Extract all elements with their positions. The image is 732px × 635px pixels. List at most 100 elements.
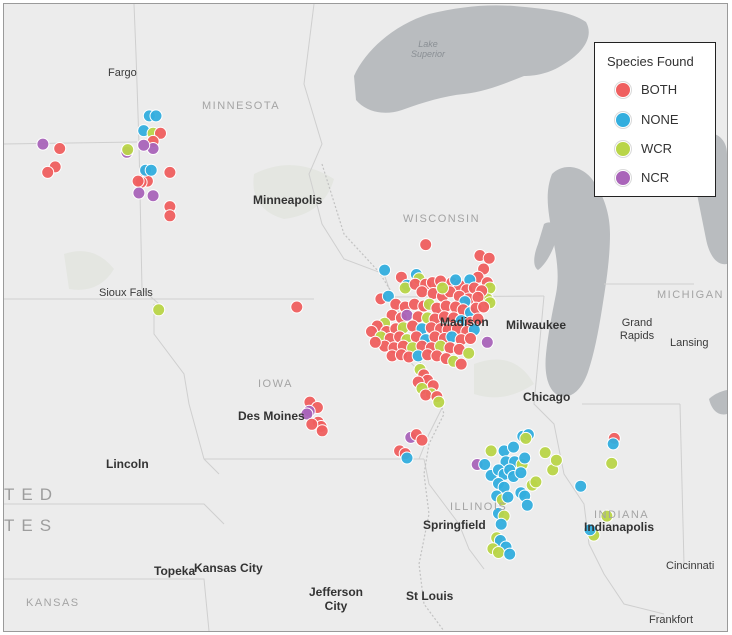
state-label-kansas: KANSAS — [26, 597, 80, 609]
point-wcr[interactable] — [529, 475, 543, 489]
point-both[interactable] — [415, 433, 429, 447]
point-wcr[interactable] — [462, 346, 476, 360]
state-label-michigan: MICHIGAN — [657, 289, 724, 301]
city-label-kansas-city: Kansas City — [194, 561, 263, 575]
city-label-madison: Madison — [440, 315, 489, 329]
point-none[interactable] — [501, 490, 515, 504]
legend-label-ncr: NCR — [641, 170, 670, 185]
legend: Species Found BOTH NONE WCR NCR — [594, 42, 716, 197]
legend-swatch-both — [615, 82, 631, 98]
city-label-sioux-falls: Sioux Falls — [99, 287, 153, 299]
point-wcr[interactable] — [605, 456, 619, 470]
legend-swatch-ncr — [615, 170, 631, 186]
point-none[interactable] — [494, 517, 508, 531]
point-wcr[interactable] — [152, 303, 166, 317]
legend-label-none: NONE — [641, 112, 679, 127]
point-both[interactable] — [419, 238, 433, 252]
point-both[interactable] — [305, 417, 319, 431]
point-ncr[interactable] — [146, 189, 160, 203]
city-label-chicago: Chicago — [523, 390, 571, 404]
observation-points — [36, 109, 621, 561]
legend-swatch-wcr — [615, 141, 631, 157]
city-label-frankfort: Frankfort — [649, 614, 694, 626]
lake-michigan — [545, 167, 610, 397]
point-none[interactable] — [606, 437, 620, 451]
country-label-top: TED — [4, 485, 59, 504]
city-label-indianapolis: Indianapolis — [584, 520, 655, 534]
point-both[interactable] — [482, 251, 496, 265]
point-none[interactable] — [381, 289, 395, 303]
state-label-wisconsin: WISCONSIN — [403, 213, 481, 225]
legend-swatch-none — [615, 112, 631, 128]
point-wcr[interactable] — [492, 546, 505, 559]
legend-label-both: BOTH — [641, 82, 678, 97]
city-label-milwaukee: Milwaukee — [506, 318, 567, 332]
city-label-lincoln: Lincoln — [106, 457, 149, 471]
point-none[interactable] — [574, 479, 588, 493]
point-ncr[interactable] — [480, 335, 494, 349]
point-both[interactable] — [154, 126, 167, 140]
point-both[interactable] — [419, 388, 433, 402]
point-none[interactable] — [583, 523, 597, 537]
point-wcr[interactable] — [538, 446, 552, 460]
point-both[interactable] — [315, 424, 329, 438]
point-none[interactable] — [503, 547, 517, 561]
legend-label-wcr: WCR — [641, 141, 673, 156]
point-wcr[interactable] — [432, 395, 446, 409]
country-label-bottom: TES — [4, 516, 59, 535]
point-wcr[interactable] — [549, 453, 563, 467]
city-label-minneapolis: Minneapolis — [253, 193, 323, 207]
point-wcr[interactable] — [519, 431, 533, 445]
state-label-indiana: INDIANA — [594, 509, 650, 521]
point-none[interactable] — [507, 440, 520, 454]
point-none[interactable] — [449, 273, 463, 287]
point-none[interactable] — [144, 163, 158, 177]
point-both[interactable] — [163, 165, 177, 179]
point-both[interactable] — [163, 209, 177, 223]
lake-superior-label: Lake Superior — [411, 39, 446, 59]
point-none[interactable] — [378, 263, 392, 277]
terrain-shading — [64, 165, 534, 398]
city-label-st-louis: St Louis — [406, 589, 454, 603]
state-label-illinois: ILLINOIS — [450, 501, 508, 513]
point-both[interactable] — [41, 165, 55, 179]
point-wcr[interactable] — [484, 444, 498, 458]
legend-title: Species Found — [607, 54, 694, 69]
city-label-topeka: Topeka — [154, 564, 196, 578]
point-both[interactable] — [415, 285, 429, 299]
city-label-des-moines: Des Moines — [238, 409, 305, 423]
point-wcr[interactable] — [436, 281, 449, 295]
city-label-fargo: Fargo — [108, 67, 137, 79]
map-frame: TED TES MINNESOTA WISCONSIN IOWA ILLINOI… — [3, 3, 728, 632]
point-ncr[interactable] — [36, 137, 50, 151]
point-both[interactable] — [53, 142, 67, 155]
point-ncr[interactable] — [400, 308, 414, 322]
city-label-lansing: Lansing — [670, 337, 709, 349]
point-both[interactable] — [368, 335, 382, 349]
point-wcr[interactable] — [600, 509, 614, 523]
point-none[interactable] — [400, 451, 414, 465]
point-none[interactable] — [518, 451, 532, 465]
point-both[interactable] — [454, 357, 468, 371]
point-none[interactable] — [514, 466, 528, 480]
point-none[interactable] — [149, 109, 163, 123]
point-ncr[interactable] — [300, 407, 314, 421]
city-label-cincinnati: Cincinnati — [666, 560, 715, 572]
point-none[interactable] — [478, 458, 492, 471]
point-none[interactable] — [520, 498, 534, 512]
point-wcr[interactable] — [121, 143, 135, 157]
lake-erie — [709, 390, 727, 415]
state-label-iowa: IOWA — [258, 378, 293, 390]
city-label-springfield: Springfield — [423, 518, 486, 532]
point-both[interactable] — [477, 300, 491, 314]
point-both[interactable] — [131, 174, 145, 188]
state-label-minnesota: MINNESOTA — [202, 100, 281, 112]
point-ncr[interactable] — [132, 186, 146, 200]
green-bay — [534, 222, 558, 270]
lake-superior — [354, 5, 589, 113]
city-label-grand-rapids: Grand Rapids — [619, 317, 655, 342]
point-ncr[interactable] — [137, 138, 151, 152]
point-both[interactable] — [290, 300, 304, 314]
point-both[interactable] — [464, 332, 477, 345]
city-label-jefferson-city: Jefferson City — [308, 585, 364, 613]
